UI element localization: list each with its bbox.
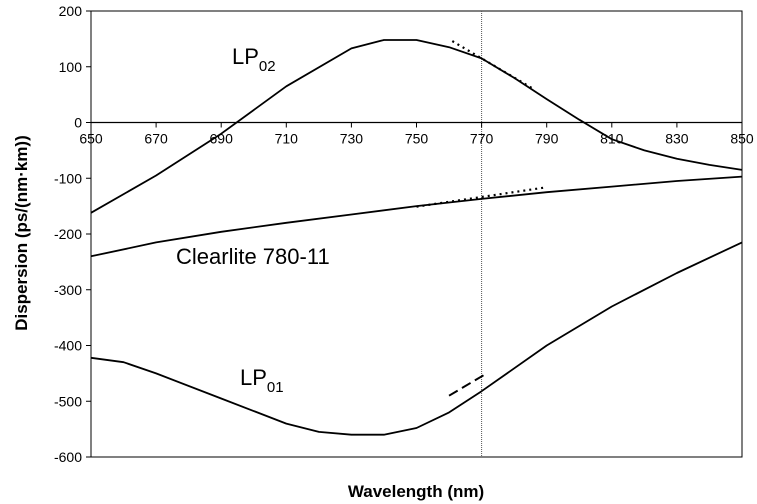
x-axis — [90, 121, 743, 128]
y-tick-label: -300 — [54, 282, 82, 298]
tangent-line-1 — [451, 40, 535, 90]
x-tick-label: 830 — [665, 131, 689, 147]
series-label-clearlite: Clearlite 780-11 — [176, 244, 330, 269]
y-tick-label: -100 — [54, 170, 82, 186]
series-label-lp01: LP01 — [240, 365, 284, 396]
series-label-lp02: LP02 — [232, 44, 276, 75]
series-group — [90, 39, 743, 436]
tangent-lines — [416, 40, 544, 397]
y-tick-label: -500 — [54, 393, 82, 409]
y-tick-label: 0 — [74, 115, 82, 131]
plot-frame — [90, 10, 743, 458]
x-tick-label: 730 — [340, 131, 364, 147]
y-axis: 200 100 0 -100 -200 -300 -400 -500 -600 — [54, 3, 91, 465]
x-tick-labels: 650 670 690 710 730 750 770 790 810 830 850 — [79, 131, 754, 147]
plot-border — [90, 10, 743, 458]
y-axis-title: Dispersion (ps/(nm·km)) — [12, 135, 31, 331]
y-tick-label: 100 — [59, 59, 83, 75]
x-axis-title: Wavelength (nm) — [348, 482, 484, 501]
x-tick-label: 810 — [600, 131, 624, 147]
tangent-line-2 — [416, 186, 544, 208]
y-tick-label: -200 — [54, 226, 82, 242]
x-tick-label: 670 — [144, 131, 168, 147]
x-tick-label: 770 — [470, 131, 494, 147]
x-tick-label: 650 — [79, 131, 103, 147]
series-line-lp02 — [90, 39, 743, 214]
x-tick-label: 690 — [210, 131, 234, 147]
series-line-lp01 — [90, 241, 743, 436]
x-tick-label: 790 — [535, 131, 559, 147]
x-tick-label: 710 — [275, 131, 299, 147]
tangent-line-3 — [448, 373, 486, 397]
y-tick-label: -400 — [54, 338, 82, 354]
x-tick-label: 750 — [405, 131, 429, 147]
x-tick-label: 850 — [730, 131, 754, 147]
y-tick-label: -600 — [54, 449, 82, 465]
y-tick-label: 200 — [59, 3, 83, 19]
